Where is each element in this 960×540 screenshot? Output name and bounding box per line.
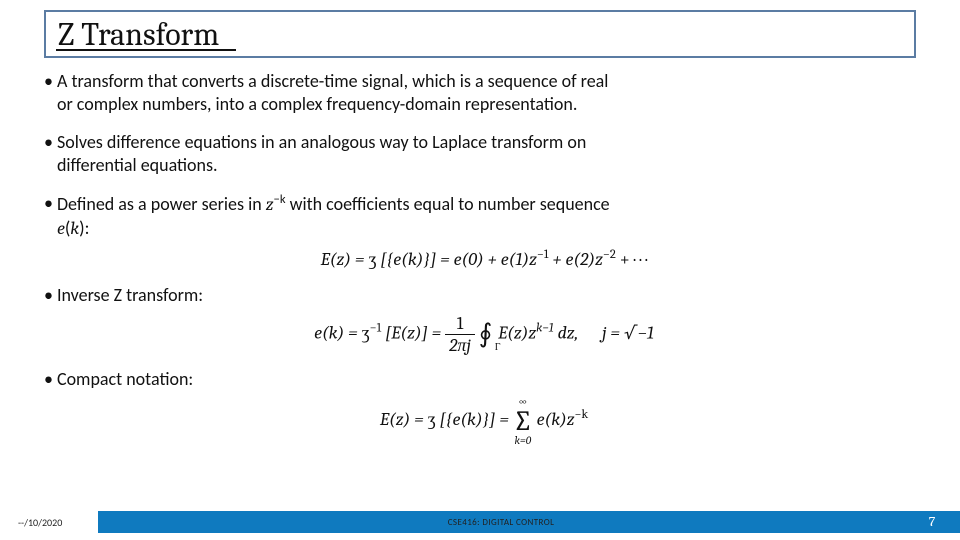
bullet-dot-icon: • — [44, 131, 53, 154]
eq3-exp: −k — [575, 408, 589, 422]
bullet-4: • Inverse Z transform: — [44, 284, 924, 307]
eq3-lhs: E(z) = — [380, 409, 428, 430]
equation-inverse: e(k) = ʒ−1 [E(z)] = 1 2πj ∮ Γ E(z)zk−1 d… — [44, 313, 924, 356]
summation-icon: ∞ ∑ k=0 — [513, 396, 533, 446]
bullet-dot-icon: • — [44, 368, 53, 391]
eq1-exp1: −1 — [537, 248, 549, 262]
footer-page-number: 7 — [904, 511, 960, 533]
oint-symbol: ∮ — [479, 319, 493, 349]
bullet-3-part2: with coefficients equal to number sequen… — [286, 193, 610, 215]
bullet-1-line1: A transform that converts a discrete-tim… — [57, 70, 608, 92]
math-z: z — [266, 194, 274, 215]
bullet-5-text: Compact notation: — [57, 368, 193, 391]
bullet-1-line2: or complex numbers, into a complex frequ… — [57, 93, 577, 115]
sum-lower: k=0 — [513, 435, 533, 446]
bullet-3: • Defined as a power series in z−k with … — [44, 192, 924, 240]
contour-gamma: Γ — [495, 341, 501, 353]
bullet-4-text: Inverse Z transform: — [57, 284, 203, 307]
bullet-5: • Compact notation: — [44, 368, 924, 391]
bullet-dot-icon: • — [44, 284, 53, 307]
footer-bar: CSE416: DIGITAL CONTROL — [98, 511, 904, 533]
eq1-exp2: −2 — [603, 248, 616, 262]
bullet-dot-icon: • — [44, 192, 53, 215]
eq1-rhs2: + e(2)z — [552, 249, 602, 270]
eq1-bracket: [{e(k)}] = — [380, 249, 453, 270]
eq2-bracket: [E(z)] = — [385, 322, 445, 343]
slide-title: Z Transform — [58, 16, 219, 53]
eq2-jdef: j = √−1 — [602, 322, 654, 343]
eq1-lhs: E(z) = — [321, 249, 369, 270]
footer: --/10/2020 CSE416: DIGITAL CONTROL 7 — [0, 504, 960, 540]
eq2-dz: dz, — [558, 322, 579, 343]
bullet-dot-icon: • — [44, 70, 53, 93]
script-z-icon: ʒ — [362, 322, 370, 343]
eq2-integrand: E(z)z — [498, 322, 536, 343]
footer-date: --/10/2020 — [0, 516, 98, 529]
footer-course: CSE416: DIGITAL CONTROL — [98, 517, 904, 528]
bullet-1: • A transform that converts a discrete-t… — [44, 70, 924, 115]
math-exp-minus-k: −k — [274, 192, 286, 207]
contour-integral-icon: ∮ Γ — [479, 319, 498, 349]
title-underline — [56, 49, 236, 51]
math-k: k — [70, 218, 79, 239]
sum-symbol: ∑ — [513, 407, 533, 435]
frac-num: 1 — [445, 313, 475, 335]
eq1-rhs1: e(0) + e(1)z — [454, 249, 537, 270]
script-z-icon: ʒ — [428, 409, 436, 430]
eq2-inv-exp: −1 — [370, 321, 382, 335]
eq3-rhs: e(k)z — [537, 409, 575, 430]
bullet-2-line1: Solves difference equations in an analog… — [57, 131, 586, 153]
frac-den: 2πj — [445, 335, 475, 356]
math-e: e — [57, 218, 65, 239]
eq2-exp: k−1 — [536, 321, 553, 335]
script-z-icon: ʒ — [368, 249, 376, 270]
equation-definition: E(z) = ʒ [{e(k)}] = e(0) + e(1)z−1 + e(2… — [44, 248, 924, 270]
equation-compact: E(z) = ʒ [{e(k)}] = ∞ ∑ k=0 e(k)z−k — [44, 396, 924, 446]
bullet-2: • Solves difference equations in an anal… — [44, 131, 924, 176]
slide: Z Transform • A transform that converts … — [0, 0, 960, 540]
eq1-dots: + · · · — [620, 249, 648, 270]
eq2-lhs: e(k) = — [314, 322, 362, 343]
bullet-3-part1: Defined as a power series in — [57, 193, 266, 215]
eq2-fraction: 1 2πj — [445, 313, 475, 356]
content-area: • A transform that converts a discrete-t… — [44, 64, 924, 446]
eq3-bracket: [{e(k)}] = — [440, 409, 513, 430]
bullet-2-line2: differential equations. — [57, 154, 218, 176]
